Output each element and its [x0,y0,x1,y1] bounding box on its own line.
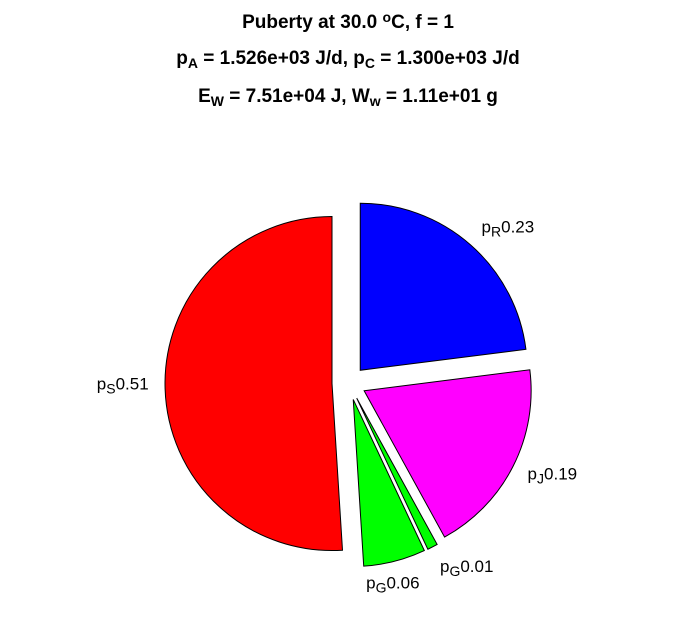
title-run: = 1.526e+03 J/d, p [198,48,365,69]
label-symbol: p [97,375,106,394]
label-value: 0.51 [116,375,149,394]
title-run: = 1.11e+01 g [381,86,498,107]
title-run: o [383,9,392,25]
pie-slice [363,369,532,538]
title-run: Puberty at 30.0 [242,12,382,33]
title-run: E [198,86,211,107]
label-symbol: p [482,218,491,237]
title-run: C, f = 1 [391,12,454,33]
pie-slice [356,397,438,550]
slice-label: pR0.23 [482,218,535,240]
title-run: C [365,55,375,71]
title-run: = 7.51e+04 J, W [224,86,370,107]
label-subscript: G [449,563,460,579]
title-run: p [176,48,188,69]
label-subscript: S [106,381,115,397]
pie-slice [164,216,344,552]
slice-label: pS0.51 [97,375,149,397]
pie-slice [352,399,425,567]
pie-slice [359,202,527,371]
title-run: = 1.300e+03 J/d [375,48,520,69]
label-subscript: J [537,471,544,487]
label-value: 0.19 [544,464,577,483]
slice-label: pJ0.19 [528,464,578,486]
slice-label: pG0.01 [440,557,493,579]
chart-title: pA = 1.526e+03 J/d, pC = 1.300e+03 J/d [176,48,519,71]
chart-title: Puberty at 30.0 oC, f = 1 [242,9,454,33]
label-value: 0.06 [386,574,419,593]
label-symbol: p [528,464,537,483]
label-symbol: p [366,574,375,593]
title-run: w [369,93,381,109]
slice-label: pG0.06 [366,574,419,596]
label-subscript: R [491,224,501,240]
label-subscript: G [376,580,387,596]
label-value: 0.01 [460,557,493,576]
label-symbol: p [440,557,449,576]
label-value: 0.23 [501,218,534,237]
chart-title: EW = 7.51e+04 J, Ww = 1.11e+01 g [198,86,498,109]
title-run: A [188,55,198,71]
title-run: W [211,93,225,109]
